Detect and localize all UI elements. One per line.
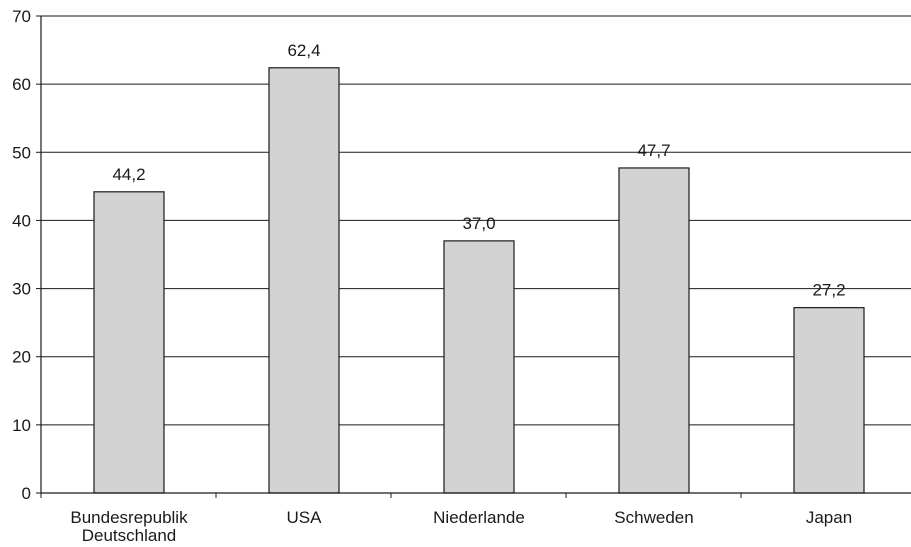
category-label-line: Japan [806,508,852,527]
bars [93,67,865,494]
bar-3 [618,167,690,494]
bar-1 [268,67,340,494]
data-label-2: 37,0 [462,214,495,233]
bar-2 [443,240,515,494]
data-label-4: 27,2 [812,281,845,300]
y-tick-label-30: 30 [12,280,31,299]
category-label-line: Deutschland [82,526,177,545]
data-label-3: 47,7 [637,141,670,160]
category-label-line: USA [287,508,323,527]
labels: 0 10 20 30 40 50 60 70 44,2 Bundesrepublik Deutsch… [12,7,852,545]
y-tick-label-40: 40 [12,211,31,230]
bar-0 [93,191,165,494]
y-tick-label-60: 60 [12,75,31,94]
bar-4 [793,307,865,494]
category-label-1: USA [287,508,323,527]
category-label-0: Bundesrepublik Deutschland [70,508,188,545]
category-label-line: Schweden [614,508,693,527]
y-tick-label-10: 10 [12,416,31,435]
category-label-line: Niederlande [433,508,525,527]
y-tick-label-20: 20 [12,348,31,367]
data-label-0: 44,2 [112,165,145,184]
y-tick-label-0: 0 [22,484,31,503]
data-label-1: 62,4 [287,41,320,60]
axes [36,15,911,498]
category-label-4: Japan [806,508,852,527]
category-label-3: Schweden [614,508,693,527]
y-tick-label-70: 70 [12,7,31,26]
category-label-line: Bundesrepublik [70,508,188,527]
y-tick-label-50: 50 [12,143,31,162]
category-label-2: Niederlande [433,508,525,527]
